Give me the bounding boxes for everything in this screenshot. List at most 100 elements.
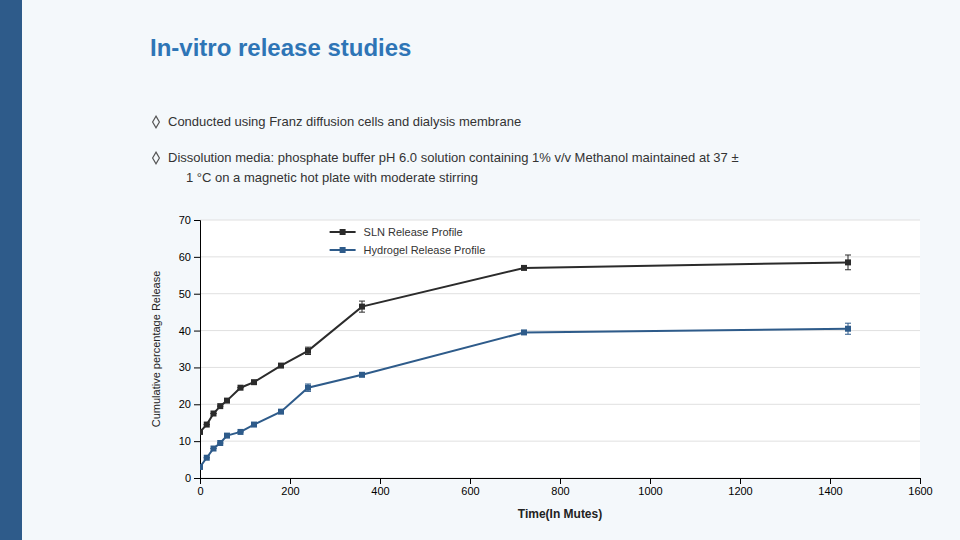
x-tick: 800 [551,478,569,497]
annotation: 1 °C on a magnetic hot plate with modera… [186,170,478,185]
x-tick-mark [920,478,921,484]
x-tick-label: 200 [281,485,299,497]
error-bar-cap [845,323,851,324]
grid-line [200,330,920,331]
data-point [217,403,223,409]
y-tick: 20 [179,398,200,410]
x-tick-label: 1200 [728,485,752,497]
y-axis-title: Cumulative percentage Release [150,271,162,428]
error-bar-cap [305,354,311,355]
y-tick-label: 0 [185,472,191,484]
y-tick-label: 30 [179,361,191,373]
series-line [200,329,848,467]
legend-marker [340,247,346,253]
error-bar [845,323,851,334]
x-tick-mark [380,478,381,484]
error-bar-cap [305,347,311,348]
left-bar [0,0,22,540]
x-tick-label: 800 [551,485,569,497]
x-tick: 1200 [728,478,752,497]
y-tick: 60 [179,251,200,263]
error-bar-cap [845,269,851,270]
x-tick-label: 1000 [638,485,662,497]
data-point [224,398,230,404]
y-tick-mark [194,404,200,405]
x-tick-label: 600 [461,485,479,497]
legend: SLN Release Profile Hydrogel Release Prof… [330,226,486,256]
grid-line [200,441,920,442]
data-point [238,429,244,435]
data-point [211,446,217,452]
y-tick: 70 [179,214,200,226]
legend-marker [340,229,346,235]
grid-line [200,220,920,221]
chart-root: In-vitro release studies Conducted using … [0,0,960,540]
x-axis: 0 200 400 600 800 1000 1200 1400 1600 [197,478,932,497]
data-point [305,385,311,391]
data-point [211,411,217,417]
data-point [278,409,284,415]
data-point [251,422,257,428]
x-tick: 1600 [908,478,932,497]
plot-background [200,220,920,478]
x-tick-mark [290,478,291,484]
grid [200,220,920,478]
x-tick: 0 [197,478,203,497]
error-bar [845,255,851,270]
y-tick-mark [194,294,200,295]
x-tick-label: 0 [197,485,203,497]
x-tick-mark [740,478,741,484]
data-point [305,348,311,354]
y-tick: 50 [179,288,200,300]
error-bar-cap [359,301,365,302]
data-point [204,422,210,428]
legend-entry: SLN Release Profile [330,226,463,238]
bullet-symbol [153,152,160,164]
x-tick-label: 400 [371,485,389,497]
x-tick: 200 [281,478,299,497]
y-tick-label: 60 [179,251,191,263]
y-tick-label: 20 [179,398,191,410]
x-axis-line [201,479,921,485]
grid-line [200,404,920,405]
x-tick: 400 [371,478,389,497]
data-point [251,379,257,385]
y-tick-label: 70 [179,214,191,226]
data-point [359,304,365,310]
y-tick-mark [194,220,200,221]
data-point [359,372,365,378]
x-tick: 600 [461,478,479,497]
y-tick-mark [194,331,200,332]
bullet-symbol [153,116,160,128]
data-point [521,329,527,335]
data-point [204,455,210,461]
error-bar-cap [845,255,851,256]
x-tick-label: 1600 [908,485,932,497]
y-tick-label: 40 [179,325,191,337]
y-tick-label: 10 [179,435,191,447]
x-tick: 1000 [638,478,662,497]
data-point [200,464,203,470]
legend-label: SLN Release Profile [364,226,463,238]
x-axis-title: Time(In Mutes) [518,507,602,521]
x-tick-mark [560,478,561,484]
error-bar [305,384,311,391]
legend-entry: Hydrogel Release Profile [330,244,486,256]
error-bar-cap [845,334,851,335]
x-tick-mark [470,478,471,484]
title: In-vitro release studies [150,34,411,61]
x-tick-mark [830,478,831,484]
plot-marks [200,255,851,470]
grid-line [200,293,920,294]
x-tick: 1400 [818,478,842,497]
y-tick-mark [194,257,200,258]
annotation: Dissolution media: phosphate buffer pH 6… [168,150,739,165]
data-point [224,433,230,439]
y-tick: 40 [179,325,200,337]
y-tick-mark [194,367,200,368]
y-tick-mark [194,441,200,442]
y-axis-line [194,221,201,479]
error-bar [305,347,311,354]
annotation: Conducted using Franz diffusion cells an… [168,114,521,129]
error-bar-cap [305,391,311,392]
